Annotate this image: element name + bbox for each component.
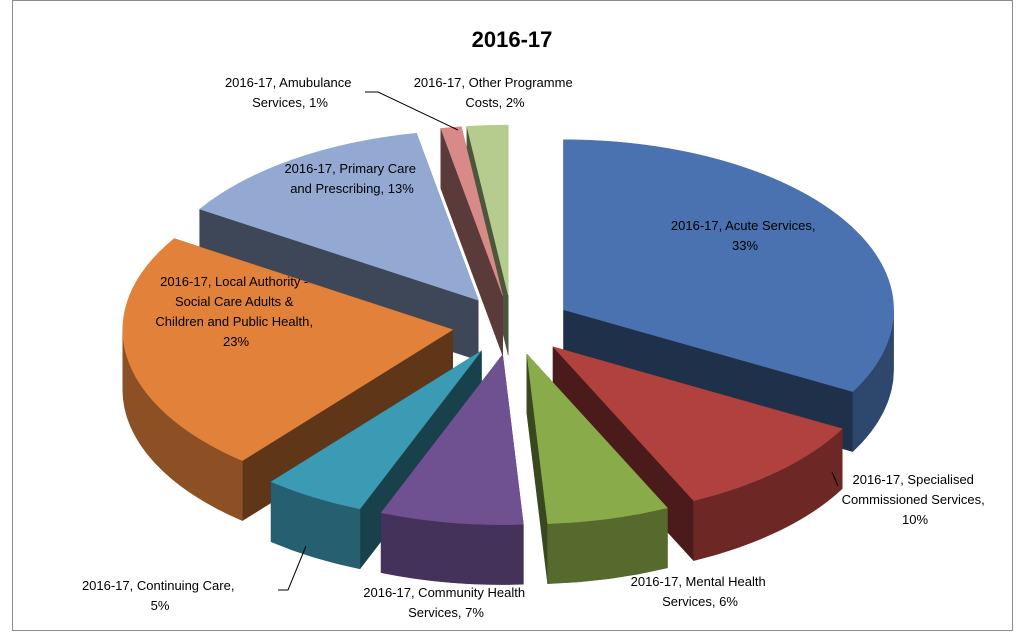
leader-line [831,471,839,487]
data-label: 2016-17, Amubulance Services, 1% [225,75,355,110]
leader-line [278,545,307,591]
data-label: 2016-17, Continuing Care, 5% [82,578,238,613]
slice: Local Authority - Social Care Adults & C… [122,238,454,461]
data-label: 2016-17, Local Authority - Social Care A… [155,274,316,349]
slice: Continuing Care [270,350,482,510]
slice: Other Programme Costs [466,124,509,296]
slice: Specialised Commissioned Services [552,346,843,501]
slice: Primary Care and Prescribing [199,132,479,301]
slice-tops: Acute ServicesSpecialised Commissioned S… [122,124,894,525]
data-label: 2016-17, Specialised Commissioned Servic… [842,472,989,527]
chart-title: 2016-17 [472,27,553,52]
leader-line [365,91,459,131]
slice: Community Health Services [380,353,524,525]
data-label: 2016-17, Mental Health Services, 6% [631,574,770,609]
slice: Amubulance Services [440,126,503,296]
data-label: 2016-17, Other Programme Costs, 2% [414,75,577,110]
slice: Mental Health Services [526,353,668,524]
data-label: 2016-17, Community Health Services, 7% [363,585,528,620]
slice: Acute Services [563,139,894,392]
data-label: 2016-17, Primary Care and Prescribing, 1… [284,161,419,196]
data-label: 2016-17, Acute Services, 33% [671,218,819,253]
data-labels: 2016-17, Acute Services, 33% 2016-17, Spe… [82,75,988,620]
